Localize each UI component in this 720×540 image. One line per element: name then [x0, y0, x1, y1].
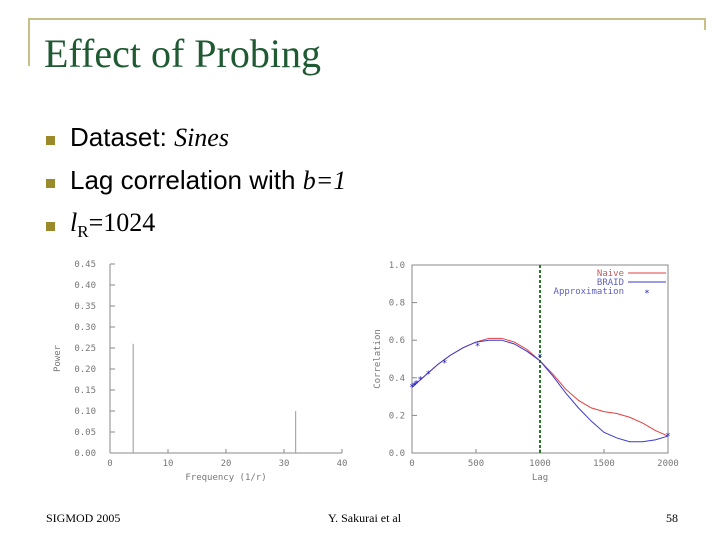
approximation-point: * [417, 376, 422, 386]
x-tick-label: 20 [221, 459, 232, 469]
legend-label-naive: Naive [597, 269, 624, 279]
bullet-square-icon [46, 136, 55, 145]
y-tick-label: 0.6 [389, 336, 405, 346]
x-axis-label: Lag [532, 473, 548, 483]
y-tick-label: 0.4 [389, 374, 405, 384]
y-tick-label: 0.00 [74, 449, 96, 459]
approximation-point: * [409, 383, 414, 393]
y-tick-label: 0.35 [74, 302, 96, 312]
approximation-point: * [537, 353, 542, 363]
approximation-point: * [475, 342, 480, 352]
slide-frame-top [28, 18, 706, 20]
bullet-value: Sines [174, 123, 229, 152]
approximation-point: * [411, 381, 416, 391]
bullet-subscript: R [77, 222, 89, 242]
x-tick-label: 10 [163, 459, 174, 469]
lag-correlation-chart: 0.00.20.40.60.81.00 500 1000 1500 2000******… [373, 261, 679, 483]
bullet-label: Dataset: [70, 122, 175, 152]
footer-page-number: 58 [666, 511, 678, 525]
legend-label-approximation: Approximation [554, 287, 624, 297]
approximation-point: * [442, 359, 447, 369]
y-tick-label: 0.15 [74, 386, 96, 396]
y-tick-label: 0.05 [74, 428, 96, 438]
bullet-square-icon [46, 222, 55, 231]
approximation-point: * [665, 432, 670, 442]
slide-title: Effect of Probing [44, 31, 321, 76]
legend-label-braid: BRAID [597, 278, 624, 288]
bullet-square-icon [46, 179, 55, 188]
bullet-value: b=1 [302, 166, 347, 195]
braid-series-line [411, 339, 669, 443]
slide-frame-right [704, 18, 706, 30]
footer-authors: Y. Sakurai et al [328, 511, 402, 525]
y-tick-label: 0.8 [389, 299, 405, 309]
legend-marker-approximation: * [644, 289, 649, 299]
x-tick-label: 30 [279, 459, 290, 469]
y-tick-label: 0.20 [74, 365, 96, 375]
footer-conference: SIGMOD 2005 [46, 511, 121, 525]
y-tick-label: 0.25 [74, 344, 96, 354]
bullet-value: =1024 [88, 208, 156, 237]
x-axis-label: Frequency (1/r) [185, 473, 266, 483]
y-tick-label: 0.45 [74, 260, 96, 270]
y-tick-label: 0.10 [74, 407, 96, 417]
x-tick-label: 40 [337, 459, 348, 469]
x-tick-label: 500 [468, 459, 484, 469]
y-tick-label: 1.0 [389, 261, 405, 271]
power-spectrum-chart: 0.00 0.05 0.10 0.15 0.20 0.25 0.30 0.35 0.40 0.45… [53, 260, 348, 483]
x-tick-label: 0 [409, 459, 414, 469]
approximation-point: * [426, 370, 431, 380]
x-tick-label: 0 [107, 459, 112, 469]
x-tick-label: 1000 [529, 459, 551, 469]
slide-frame-left [28, 18, 30, 66]
y-tick-label: 0.40 [74, 281, 96, 291]
y-axis-label: Correlation [373, 329, 383, 389]
approximation-point: * [413, 379, 418, 389]
y-tick-label: 0.0 [389, 449, 405, 459]
x-tick-label: 1500 [593, 459, 615, 469]
x-tick-label: 2000 [657, 459, 679, 469]
bullet-label: Lag correlation with [70, 165, 303, 195]
y-tick-label: 0.2 [389, 411, 405, 421]
y-axis-label: Power [53, 344, 63, 372]
bullet-var: l [70, 208, 78, 237]
y-tick-label: 0.30 [74, 323, 96, 333]
